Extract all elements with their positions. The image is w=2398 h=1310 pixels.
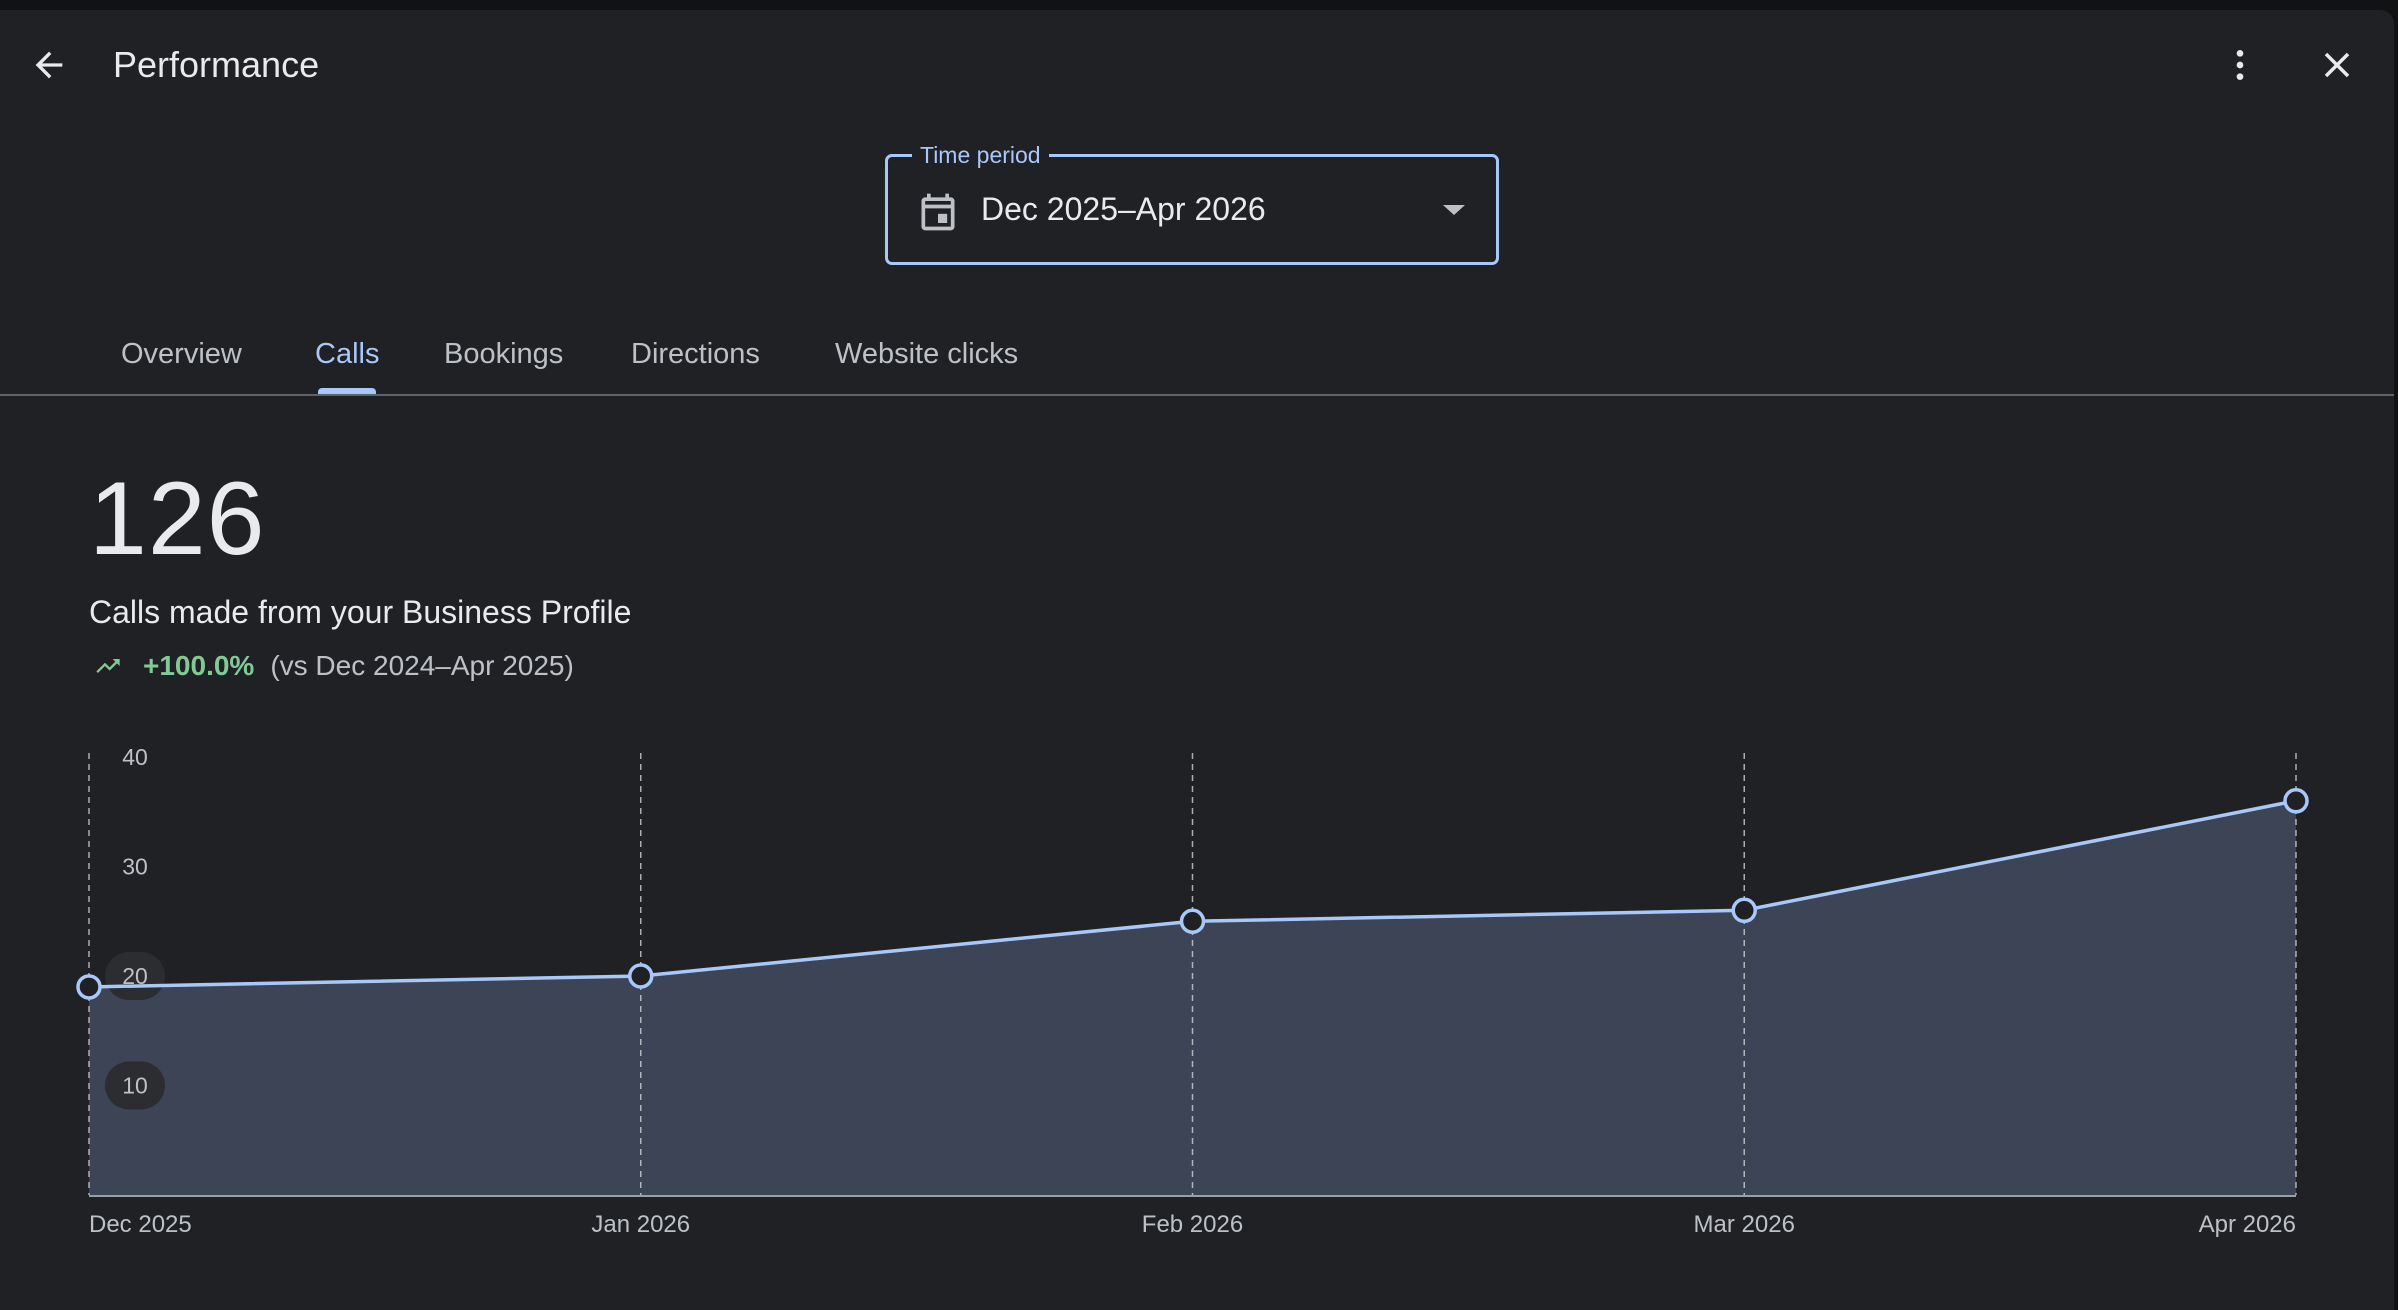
performance-dialog: Performance Time period Dec 2025–Apr 202…: [0, 10, 2394, 1310]
x-tick-label: Dec 2025: [89, 1211, 192, 1238]
time-period-label: Time period: [912, 140, 1049, 170]
metric-total: 126: [89, 461, 266, 577]
x-tick-label: Mar 2026: [1694, 1211, 1795, 1238]
tab-calls[interactable]: Calls: [315, 338, 380, 370]
arrow-back-icon: [35, 51, 63, 79]
calendar-icon: [921, 193, 955, 231]
tab-bookings[interactable]: Bookings: [444, 338, 564, 370]
close-button[interactable]: [2305, 33, 2369, 97]
chart-data-point: [1731, 897, 1757, 924]
trending-up-icon: [96, 659, 120, 673]
x-tick-label: Feb 2026: [1142, 1211, 1243, 1238]
active-tab-indicator: [318, 388, 376, 394]
tab-website-clicks[interactable]: Website clicks: [835, 338, 1019, 370]
metric-trend: +100.0% (vs Dec 2024–Apr 2025): [89, 648, 574, 684]
x-tick-label: Apr 2026: [2199, 1211, 2296, 1238]
more-options-button[interactable]: [2208, 33, 2272, 97]
trend-comparison: (vs Dec 2024–Apr 2025): [270, 650, 574, 681]
close-icon: [2324, 52, 2350, 78]
arrow-drop-down-icon: [1443, 205, 1465, 215]
time-period-select[interactable]: Time period Dec 2025–Apr 2026: [885, 140, 1499, 265]
more-vert-icon: [2236, 50, 2244, 80]
y-tick-label: 10: [122, 1073, 148, 1099]
dialog-header: Performance: [0, 10, 2394, 120]
y-tick-label-bg: [105, 1061, 165, 1110]
x-tick-label: Jan 2026: [591, 1211, 690, 1238]
y-tick-label: 40: [122, 744, 148, 770]
chart-data-point: [2283, 788, 2309, 814]
back-button[interactable]: [17, 33, 81, 97]
metric-description: Calls made from your Business Profile: [89, 594, 632, 630]
tab-directions[interactable]: Directions: [631, 338, 760, 370]
y-tick-label: 30: [122, 854, 148, 880]
time-period-value: Dec 2025–Apr 2026: [981, 191, 1266, 227]
chart-data-point: [628, 963, 654, 989]
tab-overview[interactable]: Overview: [121, 338, 242, 370]
tab-bar: Overview Calls Bookings Directions Websi…: [0, 310, 2394, 396]
chart-data-point: [76, 974, 102, 1000]
trend-percentage: +100.0%: [143, 650, 255, 681]
page-title: Performance: [113, 44, 320, 85]
chart-data-point: [1179, 908, 1206, 934]
